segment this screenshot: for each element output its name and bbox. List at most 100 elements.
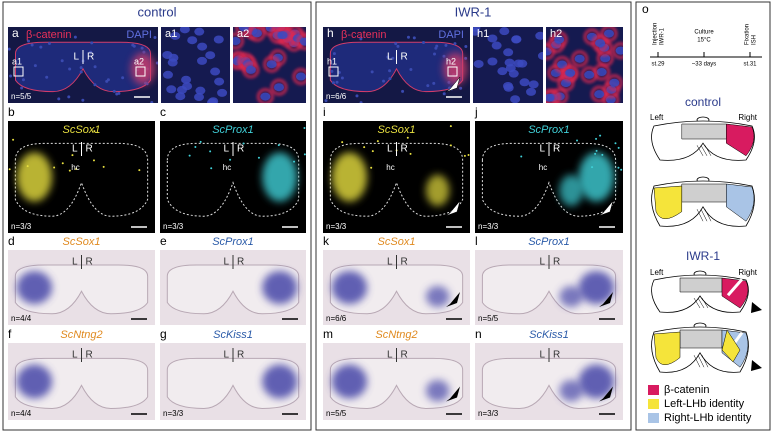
speck bbox=[450, 125, 452, 127]
right-label: R bbox=[553, 257, 560, 268]
nucleus bbox=[584, 71, 594, 79]
nucleus bbox=[413, 36, 416, 39]
gene-label: ScProx1 bbox=[528, 124, 570, 136]
panel-letter: h bbox=[327, 26, 334, 40]
nucleus bbox=[487, 58, 497, 66]
nucleus bbox=[162, 51, 172, 59]
nucleus bbox=[616, 47, 626, 55]
nucleus bbox=[45, 76, 48, 79]
stage-label: ~33 days bbox=[692, 62, 717, 68]
speck bbox=[103, 166, 105, 168]
nucleus bbox=[166, 85, 176, 93]
speck bbox=[595, 138, 597, 140]
panel-letter: k bbox=[323, 234, 330, 248]
legend-label: Left-LHb identity bbox=[664, 398, 745, 410]
midline-region bbox=[680, 278, 722, 292]
speck bbox=[594, 153, 596, 155]
nucleus bbox=[388, 69, 391, 72]
expression bbox=[17, 365, 52, 399]
nucleus bbox=[529, 80, 539, 88]
right-label: R bbox=[553, 350, 560, 361]
hc-label: hc bbox=[539, 163, 547, 172]
panel-letter: e bbox=[160, 234, 167, 248]
nucleus bbox=[333, 52, 336, 55]
nucleus bbox=[511, 35, 521, 43]
left-label: L bbox=[539, 350, 545, 361]
speck bbox=[303, 127, 305, 129]
n-label: n=3/3 bbox=[326, 222, 347, 231]
nucleus bbox=[510, 95, 520, 103]
nucleus bbox=[336, 81, 339, 84]
n-label: n=4/4 bbox=[11, 314, 32, 323]
panel-image bbox=[323, 121, 470, 233]
speck bbox=[591, 166, 593, 168]
nucleus bbox=[195, 87, 205, 95]
nucleus bbox=[459, 87, 462, 90]
nucleus bbox=[503, 48, 513, 56]
nucleus bbox=[609, 79, 619, 87]
nucleus bbox=[141, 47, 144, 50]
nucleus bbox=[595, 39, 605, 47]
speck bbox=[618, 147, 620, 149]
n-label: n=3/3 bbox=[478, 222, 499, 231]
midline-region bbox=[682, 184, 727, 202]
n-label: n=3/3 bbox=[163, 409, 184, 418]
gene-label: ScKiss1 bbox=[529, 329, 569, 341]
nucleus bbox=[443, 92, 446, 95]
nucleus bbox=[57, 97, 60, 100]
panel-letter: i bbox=[323, 105, 326, 119]
left-label: L bbox=[387, 257, 393, 268]
n-label: n=5/5 bbox=[478, 314, 499, 323]
nucleus bbox=[80, 71, 83, 74]
speck bbox=[200, 141, 202, 143]
speck bbox=[53, 166, 55, 168]
panel-letter: m bbox=[323, 327, 333, 341]
inset-label: a1 bbox=[12, 56, 22, 66]
n-label: n=5/5 bbox=[11, 92, 32, 101]
speck bbox=[363, 146, 365, 148]
nucleus bbox=[535, 32, 545, 40]
stage-label: st.31 bbox=[743, 62, 757, 68]
right-label: R bbox=[86, 350, 93, 361]
nucleus bbox=[210, 68, 220, 76]
left-label: L bbox=[223, 144, 229, 155]
nucleus bbox=[382, 80, 385, 83]
n-label: n=3/3 bbox=[478, 409, 499, 418]
nucleus bbox=[94, 65, 97, 68]
speck bbox=[209, 150, 211, 152]
left-label: L bbox=[387, 350, 393, 361]
n-label: n=4/4 bbox=[11, 409, 32, 418]
nucleus bbox=[90, 41, 93, 44]
nucleus bbox=[575, 55, 585, 63]
nucleus bbox=[214, 36, 224, 44]
gene-label: ScSox1 bbox=[378, 236, 416, 248]
speck bbox=[372, 150, 374, 152]
nucleus bbox=[544, 94, 554, 102]
left-label: L bbox=[72, 350, 78, 361]
nucleus bbox=[597, 68, 607, 76]
speck bbox=[614, 142, 616, 144]
gene-label: ScNtng2 bbox=[375, 329, 417, 341]
speck bbox=[258, 157, 260, 159]
right-label: R bbox=[237, 350, 244, 361]
speck bbox=[407, 137, 409, 139]
expression bbox=[426, 286, 450, 307]
right-label: R bbox=[553, 144, 560, 155]
nucleus bbox=[217, 89, 227, 97]
timeline-label: ISH bbox=[752, 35, 758, 45]
inset-label: h1 bbox=[327, 56, 337, 66]
figure: control IWR-1 a β-catenin DAPIn=5/5L Ra1 a2a… bbox=[0, 0, 774, 433]
arrowhead bbox=[751, 302, 762, 313]
nucleus bbox=[565, 69, 575, 77]
nucleus bbox=[604, 30, 614, 38]
inset-title: a2 bbox=[237, 28, 249, 40]
nucleus bbox=[341, 77, 344, 80]
nucleus bbox=[8, 48, 11, 51]
panel-letter: f bbox=[8, 327, 12, 341]
nucleus bbox=[433, 52, 436, 55]
speck bbox=[62, 162, 64, 164]
left-label: L bbox=[387, 52, 393, 63]
stage-label: st.29 bbox=[651, 62, 665, 68]
nucleus bbox=[34, 64, 37, 67]
speck bbox=[370, 167, 372, 169]
